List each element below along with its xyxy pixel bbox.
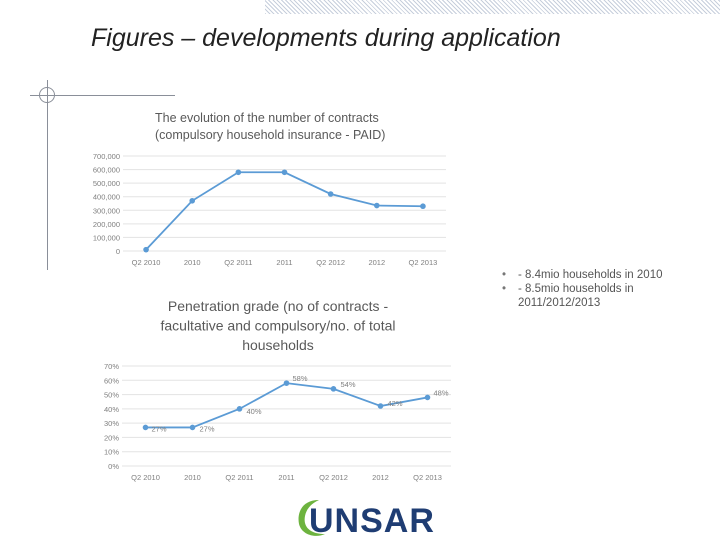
data-point	[142, 424, 149, 431]
x-tick-label: 2010	[184, 258, 201, 267]
data-point	[373, 202, 380, 209]
data-point	[377, 403, 384, 409]
y-tick-label: 400,000	[93, 193, 120, 202]
penetration-line-chart: Penetration grade (no of contracts - facu…	[104, 298, 451, 482]
series-line	[145, 171, 423, 251]
y-tick-label: 500,000	[93, 179, 120, 188]
x-tick-label: Q2 2012	[316, 258, 345, 267]
y-tick-label: 50%	[104, 391, 119, 400]
data-point	[283, 380, 290, 386]
logo-text: UNSAR	[309, 502, 435, 540]
data-point	[424, 394, 431, 401]
x-tick-label: Q2 2011	[225, 473, 253, 482]
data-label: 58%	[293, 374, 308, 383]
chart-title-line: households	[242, 337, 314, 353]
note-text: - 8.4mio households in 2010	[518, 269, 663, 281]
y-tick-label: 0%	[108, 462, 119, 471]
x-tick-label: Q2 2013	[409, 258, 438, 267]
y-tick-label: 200,000	[93, 220, 120, 229]
top-decorative-stripe	[265, 0, 720, 14]
data-label: 42%	[388, 399, 403, 408]
unsar-logo: UNSAR	[298, 500, 435, 540]
x-tick-label: 2011	[278, 473, 294, 482]
y-tick-label: 30%	[104, 419, 119, 428]
y-tick-label: 700,000	[93, 152, 120, 161]
x-tick-label: Q2 2013	[413, 473, 442, 482]
data-label: 54%	[341, 380, 356, 389]
data-point	[189, 424, 196, 431]
x-tick-label: Q2 2010	[131, 473, 160, 482]
y-tick-label: 40%	[104, 405, 119, 414]
data-point	[281, 169, 288, 176]
data-point	[327, 191, 334, 197]
contracts-line-chart: The evolution of the number of contracts…	[93, 111, 446, 267]
slide-title: Figures – developments during applicatio…	[91, 24, 561, 52]
data-label: 48%	[434, 388, 449, 397]
logo-swoosh-icon	[298, 500, 325, 536]
data-label: 27%	[152, 424, 167, 433]
note-text: - 8.5mio households in 2011/2012/2013	[518, 283, 634, 309]
data-point	[330, 386, 337, 392]
y-tick-label: 100,000	[93, 233, 120, 242]
data-point	[143, 246, 149, 253]
x-tick-label: Q2 2010	[132, 258, 161, 267]
x-tick-label: 2011	[276, 258, 292, 267]
y-tick-label: 70%	[104, 362, 119, 371]
y-tick-label: 10%	[104, 448, 119, 457]
decorative-circle	[39, 87, 55, 103]
data-point	[189, 197, 196, 204]
decorative-horizontal-line	[30, 95, 175, 96]
series-line	[145, 382, 428, 429]
chart-title-line: facultative and compulsory/no. of total	[160, 318, 395, 334]
x-tick-label: Q2 2012	[319, 473, 348, 482]
note-item: • - 8.4mio households in 2010	[502, 268, 712, 282]
chart-title-line: The evolution of the number of contracts	[155, 111, 379, 125]
y-tick-label: 60%	[104, 376, 119, 385]
x-tick-label: Q2 2011	[224, 258, 252, 267]
chart-title-line: (compulsory household insurance - PAID)	[155, 128, 385, 142]
data-point	[420, 203, 426, 210]
decorative-vertical-line	[47, 80, 48, 270]
x-tick-label: 2012	[368, 258, 385, 267]
bullet-icon: •	[502, 269, 507, 281]
data-label: 27%	[200, 424, 215, 433]
y-tick-label: 20%	[104, 433, 119, 442]
data-point	[236, 406, 243, 412]
y-tick-label: 300,000	[93, 206, 120, 215]
x-tick-label: 2012	[372, 473, 389, 482]
x-tick-label: 2010	[184, 473, 201, 482]
data-point	[235, 169, 242, 176]
data-label: 40%	[247, 407, 262, 416]
bullet-icon: •	[502, 283, 507, 295]
y-tick-label: 600,000	[93, 166, 120, 175]
note-item: • - 8.5mio households in 2011/2012/2013	[502, 282, 712, 310]
y-tick-label: 0	[116, 247, 120, 256]
chart-title-line: Penetration grade (no of contracts -	[168, 298, 389, 314]
notes-list: • - 8.4mio households in 2010 • - 8.5mio…	[502, 268, 712, 310]
